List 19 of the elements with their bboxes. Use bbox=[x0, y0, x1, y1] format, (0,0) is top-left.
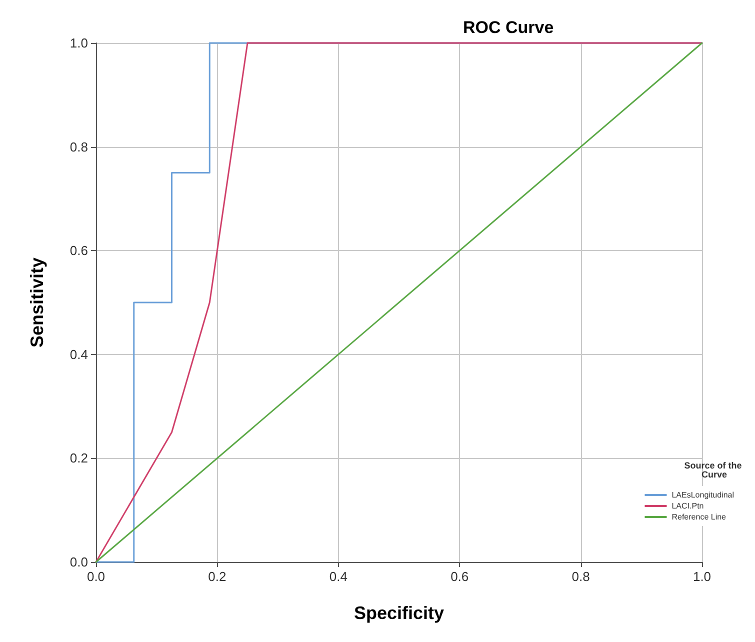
x-tick-label: 0.2 bbox=[208, 569, 226, 584]
y-tick-label: 0.6 bbox=[70, 243, 88, 258]
x-tick-label: 0.4 bbox=[329, 569, 348, 584]
legend-title: Source of the Curve bbox=[684, 460, 742, 480]
x-tick-label: 1.0 bbox=[692, 569, 712, 584]
y-tick-label: 0.8 bbox=[70, 139, 88, 154]
y-axis-title: Sensitivity bbox=[27, 257, 47, 348]
x-tick-label: 0.0 bbox=[86, 569, 106, 584]
x-tick-label: 0.8 bbox=[572, 569, 590, 584]
chart-title: ROC Curve bbox=[463, 18, 554, 37]
legend-label: LACI.Ptn bbox=[672, 502, 704, 510]
legend-label: Reference Line bbox=[672, 512, 727, 522]
y-tick-label: 0.4 bbox=[70, 346, 88, 362]
y-tick-label: 0.2 bbox=[70, 450, 88, 466]
x-axis-title: Specificity bbox=[354, 603, 444, 623]
x-tick-label: 0.6 bbox=[450, 569, 469, 584]
legend-label: LAEsLongitudinal bbox=[672, 490, 734, 500]
y-tick-label: 1.0 bbox=[70, 36, 88, 50]
y-tick-label: 0.0 bbox=[70, 554, 88, 570]
